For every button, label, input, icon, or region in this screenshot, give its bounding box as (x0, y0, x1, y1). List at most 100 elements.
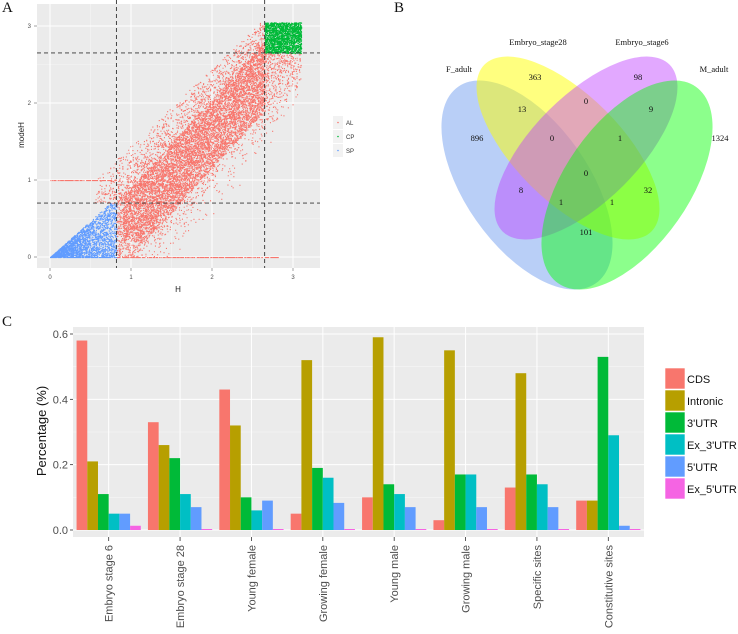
bar-3-utr-3 (312, 467, 323, 530)
y-tick-label: 0.0 (53, 525, 68, 537)
y-tick-label: 0.6 (53, 329, 68, 341)
bar-5-utr-7 (619, 525, 630, 530)
bar-intronic-5 (444, 350, 455, 530)
bar-cds-3 (290, 513, 302, 530)
bar-ex-5-utr-1 (201, 529, 213, 530)
venn-region-count: 0 (550, 133, 554, 143)
bar-cds-6 (504, 487, 516, 530)
venn-region-count: 1 (618, 133, 622, 143)
ellipse-m-adult (541, 80, 713, 290)
bar-intronic-6 (515, 373, 527, 530)
y-tick-label: 2 (28, 101, 32, 107)
legend-label: 5'UTR (687, 462, 718, 474)
bar-5-utr-5 (476, 507, 487, 530)
y-axis-title: Percentage (%) (34, 386, 49, 476)
bar-5-utr-1 (190, 507, 202, 530)
x-tick-label: Growing male (461, 545, 473, 613)
bar-cds-7 (576, 500, 587, 530)
y-tick-label: 1 (28, 178, 32, 184)
legend-key-cp (337, 135, 339, 138)
legend-key-al (337, 121, 339, 124)
x-tick-label: Embryo stage 28 (175, 545, 187, 628)
venn-region-count: 1 (559, 197, 563, 207)
bar-ex-3-utr-2 (251, 510, 263, 530)
legend-label: Ex_5'UTR (687, 484, 737, 496)
bar-3-utr-5 (454, 474, 466, 530)
legend-label: SP (346, 149, 354, 155)
bar-ex-5-utr-0 (130, 525, 141, 530)
x-tick-label: Embryo stage 6 (104, 545, 116, 622)
bar-5-utr-0 (119, 513, 131, 530)
bar-ex-5-utr-3 (344, 529, 355, 530)
venn-region-count: 98 (634, 72, 643, 82)
legend-label: AL (346, 121, 354, 127)
scatter-points (50, 22, 303, 259)
bar-ex-5-utr-6 (558, 529, 570, 530)
y-axis-title: modeH (17, 122, 26, 148)
bar-5-utr-2 (262, 500, 273, 530)
bar-ex-5-utr-4 (415, 529, 427, 530)
venn-region-count: 363 (529, 72, 542, 82)
bar-intronic-0 (87, 461, 98, 530)
venn-region-count: 13 (518, 104, 527, 114)
x-tick-label: Growing female (318, 545, 330, 622)
legend-key-cds (664, 367, 686, 390)
ellipse-f-adult (441, 80, 613, 290)
venn-region-count: 896 (471, 133, 484, 143)
x-tick-label: 2 (210, 275, 214, 281)
bar-3-utr-4 (383, 484, 395, 530)
venn-ellipses (441, 56, 713, 290)
legend-key-ex-3-utr (664, 433, 686, 456)
y-tick-label: 0.2 (53, 460, 68, 472)
series-al-points (50, 22, 302, 259)
legend-key-ex-5-utr (664, 477, 686, 500)
bar-intronic-3 (301, 360, 313, 530)
bar-intronic-7 (586, 500, 598, 530)
legend-label: CP (346, 135, 354, 141)
venn-region-count: 8 (519, 185, 523, 195)
x-tick-label: 0 (48, 275, 52, 281)
bar-3-utr-6 (526, 474, 537, 530)
bar-ex-3-utr-0 (108, 513, 120, 530)
bar-cds-2 (219, 389, 231, 530)
bar-5-utr-4 (404, 507, 416, 530)
bar-ex-3-utr-4 (394, 494, 405, 530)
legend-label: Intronic (687, 396, 724, 408)
y-tick-label: 0 (28, 255, 32, 261)
bar-ex-3-utr-6 (536, 484, 548, 530)
x-axis-title: H (175, 285, 181, 294)
bar-ex-5-utr-2 (272, 529, 284, 530)
x-tick-label: Young female (246, 545, 258, 612)
bar-3-utr-1 (169, 458, 181, 530)
legend-key-intronic (664, 389, 686, 412)
venn-region-count: 1324 (712, 133, 730, 143)
bar-intronic-4 (372, 337, 384, 530)
bar-intronic-1 (158, 445, 170, 530)
venn-region-count: 1 (610, 197, 614, 207)
panel-label-a: A (2, 0, 13, 16)
bars (76, 337, 641, 530)
legend-label: CDS (687, 374, 710, 386)
bar-ex-5-utr-7 (629, 529, 641, 530)
y-tick-label: 3 (28, 24, 32, 30)
x-tick-label: Young male (389, 545, 401, 603)
legend-label: Ex_3'UTR (687, 440, 737, 452)
venn-region-count: 0 (584, 96, 588, 106)
panel-label-c: C (2, 314, 13, 330)
venn-region-count: 9 (649, 104, 653, 114)
series-cp-points (264, 22, 303, 54)
legend-label: 3'UTR (687, 418, 718, 430)
ellipse-embryo-stage28 (476, 56, 660, 240)
legend-key-sp (337, 149, 339, 152)
venn-set-label: Embryo_stage28 (509, 37, 567, 47)
bar-ex-5-utr-5 (486, 529, 498, 530)
legend-key-5-utr (664, 455, 686, 478)
ellipse-embryo-stage6 (494, 56, 678, 240)
y-tick-label: 0.4 (53, 394, 68, 406)
bar-ex-3-utr-3 (322, 477, 334, 530)
venn-set-label: M_adult (700, 64, 729, 74)
bar-cds-5 (433, 520, 445, 530)
x-tick-label: 3 (291, 275, 295, 281)
bar-5-utr-3 (333, 502, 345, 530)
